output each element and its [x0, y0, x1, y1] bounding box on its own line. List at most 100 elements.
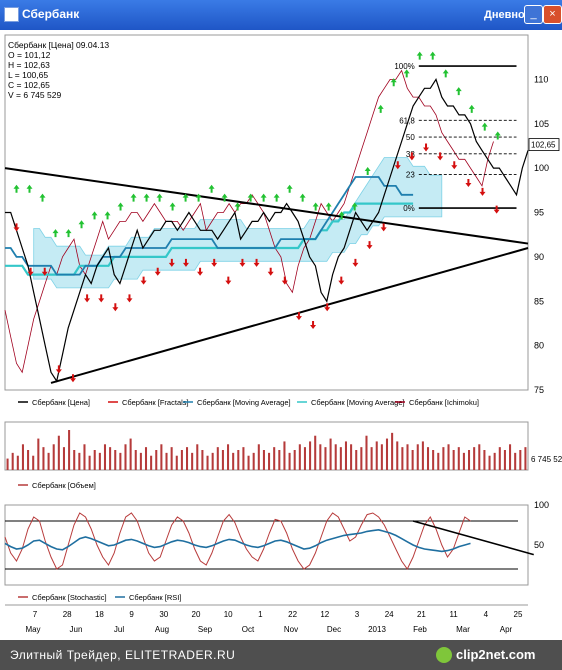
volume-bar-11	[62, 447, 65, 470]
volume-bar-55	[288, 452, 291, 470]
fractal-down-19	[281, 276, 288, 285]
clip2net-logo-icon	[436, 647, 452, 663]
osc-legend-label-0: Сбербанк [Stochastic]	[32, 593, 107, 602]
volume-bar-84	[437, 452, 440, 470]
x-day-tick-5: 20	[192, 610, 201, 619]
fractal-up-37	[494, 131, 501, 140]
info-line-0: Сбербанк [Цена] 09.04.13	[8, 40, 109, 50]
close-button[interactable]: ×	[543, 5, 562, 24]
x-day-tick-9: 12	[320, 610, 329, 619]
fractal-up-19	[260, 193, 267, 202]
rsi-line	[4, 528, 471, 553]
x-month-4: Sep	[198, 625, 213, 634]
price-line	[5, 78, 529, 383]
volume-bar-90	[468, 450, 471, 470]
fractal-down-3	[55, 365, 62, 374]
x-month-10: Mar	[456, 625, 470, 634]
x-day-tick-12: 21	[417, 610, 426, 619]
fractal-up-30	[403, 69, 410, 78]
volume-value-label: 6 745 529	[531, 455, 562, 464]
volume-bar-89	[462, 452, 465, 470]
volume-bar-58	[303, 447, 306, 470]
chart-app-icon	[4, 7, 19, 22]
fractal-down-26	[380, 223, 387, 232]
fractal-down-23	[338, 276, 345, 285]
info-line-5: V = 6 745 529	[8, 90, 61, 100]
x-month-11: Apr	[500, 625, 513, 634]
volume-bar-54	[283, 441, 286, 470]
minimize-button[interactable]: _	[524, 5, 543, 24]
volume-bar-10	[57, 435, 60, 470]
volume-bar-96	[498, 447, 501, 470]
fractal-down-27	[394, 161, 401, 170]
fractal-up-36	[481, 122, 488, 131]
volume-bar-86	[447, 444, 450, 470]
volume-bar-5	[32, 455, 35, 470]
fractal-up-22	[299, 193, 306, 202]
period-label[interactable]: Дневной	[484, 9, 532, 21]
volume-bar-29	[155, 450, 158, 470]
legend-label-2: Сбербанк [Moving Average]	[197, 398, 291, 407]
fractal-up-4	[65, 229, 72, 238]
volume-bar-60	[314, 435, 317, 470]
volume-bar-45	[237, 450, 240, 470]
fractal-down-32	[465, 179, 472, 187]
fractal-down-34	[493, 205, 500, 214]
fractal-up-23	[312, 202, 319, 211]
volume-bar-46	[242, 447, 245, 470]
volume-bar-97	[503, 450, 506, 470]
fractal-up-8	[117, 202, 124, 211]
footer-brand: clip2net.com	[456, 647, 536, 662]
volume-bar-52	[273, 447, 276, 470]
volume-bar-27	[144, 447, 148, 470]
volume-bar-83	[432, 450, 435, 470]
volume-bar-41	[216, 447, 219, 470]
fractal-down-17	[253, 258, 260, 267]
x-month-0: May	[25, 625, 40, 634]
volume-bar-81	[421, 441, 424, 470]
volume-bar-69	[360, 447, 363, 470]
volume-bar-91	[473, 447, 476, 470]
volume-bar-101	[524, 447, 527, 470]
volume-panel	[4, 421, 529, 471]
volume-bar-74	[385, 438, 389, 470]
volume-bar-6	[37, 438, 40, 470]
osc-legend-label-1: Сбербанк [RSI]	[129, 593, 181, 602]
fractal-down-29	[423, 143, 430, 152]
volume-bar-19	[103, 444, 107, 470]
fractal-down-7	[112, 303, 119, 312]
fractal-up-32	[429, 51, 436, 60]
x-month-6: Nov	[284, 625, 298, 634]
fractal-down-10	[154, 267, 161, 276]
volume-bar-16	[88, 455, 91, 470]
volume-bar-23	[124, 444, 127, 470]
volume-bar-82	[426, 447, 430, 470]
volume-bar-85	[442, 447, 445, 470]
x-day-tick-8: 22	[288, 610, 297, 619]
volume-bar-31	[165, 452, 168, 470]
fractal-down-21	[310, 321, 317, 329]
price-y-tick-0: 75	[534, 385, 544, 395]
fractal-up-21	[286, 184, 293, 193]
fractal-up-1	[26, 184, 33, 193]
fractal-down-8	[126, 294, 133, 303]
x-day-tick-6: 10	[224, 610, 233, 619]
fractal-up-0	[13, 184, 20, 193]
x-day-tick-11: 24	[385, 610, 394, 619]
volume-bar-37	[196, 444, 199, 470]
footer-bar: Элитный Трейдер, ELITETRADER.RU clip2net…	[0, 640, 562, 670]
volume-bar-2	[16, 455, 19, 470]
fractal-up-6	[91, 211, 98, 220]
x-day-tick-13: 11	[449, 610, 458, 619]
volume-bar-44	[232, 452, 235, 470]
window-title: Сбербанк	[22, 7, 80, 21]
volume-bar-39	[206, 455, 209, 470]
volume-bar-7	[42, 447, 45, 470]
volume-bar-68	[355, 450, 358, 470]
x-month-1: Jun	[70, 625, 83, 634]
x-month-2: Jul	[114, 625, 124, 634]
volume-bar-34	[180, 450, 183, 470]
fractal-up-2	[39, 193, 46, 202]
fractal-up-5	[78, 220, 85, 229]
fractal-up-31	[416, 51, 423, 60]
